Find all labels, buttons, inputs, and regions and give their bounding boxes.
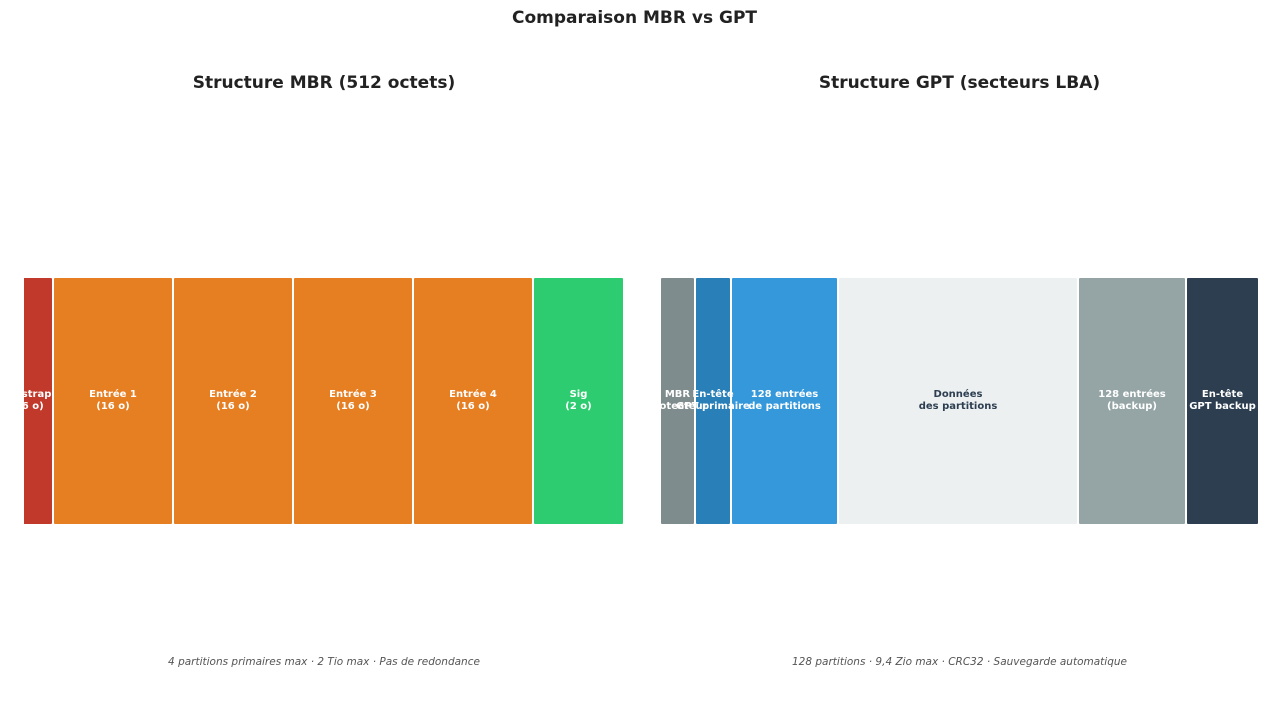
mbr-caption: 4 partitions primaires max · 2 Tio max ·… [168,656,480,668]
mbr-segment-label: Entrée 3 (16 o) [329,389,377,412]
mbr-panel: Structure MBR (512 octets) Bootstrap (44… [24,0,624,707]
gpt-segment-label: En-tête GPT primaire [676,389,750,412]
gpt-segment-label: 128 entrées (backup) [1098,389,1166,412]
gpt-segment-protective-mbr: MBR protecteur [647,277,708,525]
gpt-segment-label: MBR protecteur [647,389,708,412]
gpt-segment-backup-entries: 128 entrées (backup) [1078,277,1186,525]
gpt-segment-label: 128 entrées de partitions [748,389,821,412]
gpt-segment-primary-header: En-tête GPT primaire [676,277,750,525]
gpt-structure-bar: MBR protecteur En-tête GPT primaire 128 … [647,277,1259,525]
gpt-segment-partition-entries: 128 entrées de partitions [731,277,838,525]
mbr-segment-label: Bootstrap (446 o) [0,389,52,412]
mbr-segment-entry-1: Entrée 1 (16 o) [53,277,173,525]
gpt-panel: Structure GPT (secteurs LBA) MBR protect… [647,0,1259,707]
gpt-title: Structure GPT (secteurs LBA) [818,73,1101,93]
mbr-segment-label: Sig (2 o) [565,389,592,412]
mbr-segment-bootstrap: Bootstrap (446 o) [0,277,53,525]
gpt-segment-label: En-tête GPT backup [1189,389,1256,412]
page-title: Comparaison MBR vs GPT [511,8,758,28]
mbr-title: Structure MBR (512 octets) [192,73,456,93]
mbr-segment-entry-2: Entrée 2 (16 o) [173,277,293,525]
mbr-segment-label: Entrée 1 (16 o) [89,389,137,412]
mbr-segment-signature: Sig (2 o) [533,277,624,525]
gpt-segment-partition-data: Données des partitions [838,277,1078,525]
gpt-segment-label: Données des partitions [918,389,998,412]
gpt-segment-backup-header: En-tête GPT backup [1186,277,1259,525]
mbr-segment-entry-3: Entrée 3 (16 o) [293,277,413,525]
mbr-segment-label: Entrée 4 (16 o) [449,389,497,412]
mbr-segment-entry-4: Entrée 4 (16 o) [413,277,533,525]
mbr-segment-label: Entrée 2 (16 o) [209,389,257,412]
gpt-caption: 128 partitions · 9,4 Zio max · CRC32 · S… [792,656,1127,668]
mbr-structure-bar: Bootstrap (446 o) Entrée 1 (16 o) Entrée… [24,277,624,525]
